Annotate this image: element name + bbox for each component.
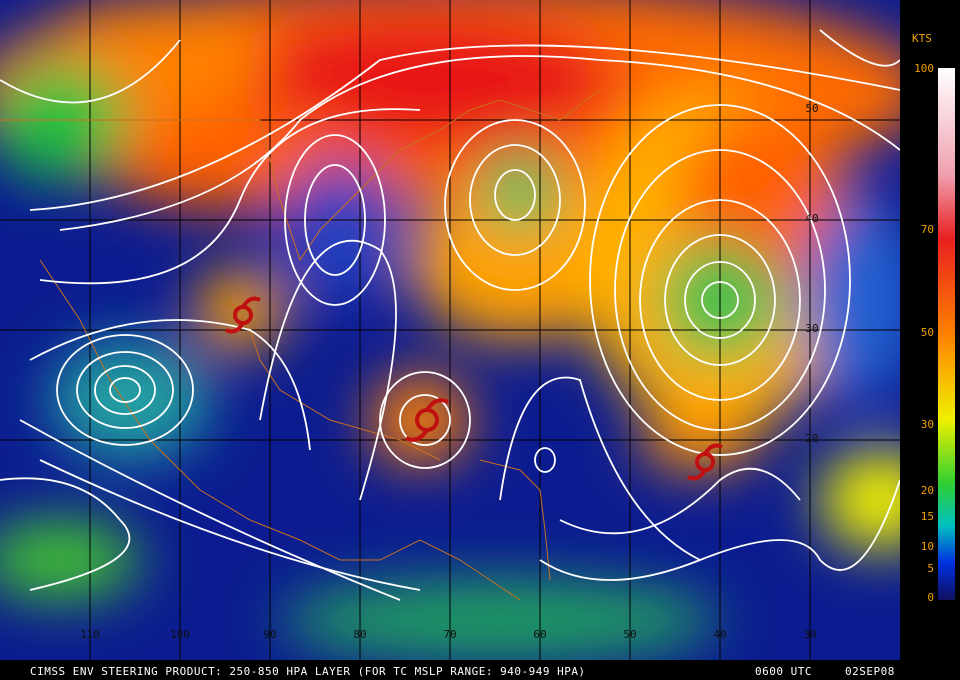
colorbar-label: 70 (921, 223, 934, 236)
longitude-label: 110 (80, 628, 100, 641)
colorbar-label: 30 (921, 418, 934, 431)
colorbar-label: 5 (927, 562, 934, 575)
footer-date: 02SEP08 (845, 665, 895, 678)
latitude-label: 40 (805, 212, 818, 225)
legend-title: KTS (912, 32, 932, 45)
longitude-label: 80 (353, 628, 366, 641)
latitude-label: 20 (805, 432, 818, 445)
colorbar-label: 15 (921, 510, 934, 523)
colorbar (938, 68, 955, 600)
wind-field (0, 0, 900, 660)
longitude-label: 90 (263, 628, 276, 641)
footer-time: 0600 UTC (755, 665, 812, 678)
streamlines (0, 29, 900, 601)
longitude-label: 40 (713, 628, 726, 641)
latitude-label: 30 (805, 322, 818, 335)
colorbar-label: 10 (921, 540, 934, 553)
longitude-label: 100 (170, 628, 190, 641)
colorbar-label: 0 (927, 591, 934, 604)
latitude-label: 50 (805, 102, 818, 115)
colorbar-label: 50 (921, 326, 934, 339)
latitude-labels: 50 40 30 20 (805, 102, 818, 445)
longitude-label: 60 (533, 628, 546, 641)
longitude-label: 30 (803, 628, 816, 641)
longitude-labels: 110 100 90 80 70 60 50 40 30 (80, 628, 817, 641)
hurricane-symbols (225, 296, 723, 481)
graticule (0, 0, 900, 660)
footer-product: CIMSS ENV STEERING PRODUCT: 250-850 HPA … (30, 665, 586, 678)
longitude-label: 70 (443, 628, 456, 641)
colorbar-label: 20 (921, 484, 934, 497)
longitude-label: 50 (623, 628, 636, 641)
colorbar-label: 100 (914, 62, 934, 75)
